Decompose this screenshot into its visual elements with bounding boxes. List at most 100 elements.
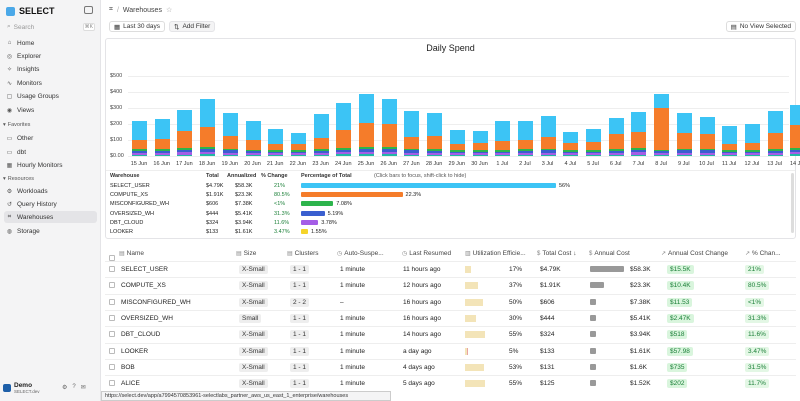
bar-segment[interactable] [336, 130, 352, 149]
bar-segment[interactable] [359, 154, 374, 156]
bar-segment[interactable] [608, 152, 624, 155]
bar-segment[interactable] [790, 149, 800, 153]
bar-segment[interactable] [654, 149, 670, 152]
user-menu[interactable]: Demo SELECT.dev [3, 381, 40, 395]
bar-segment[interactable] [699, 134, 715, 149]
row-checkbox[interactable] [109, 331, 115, 338]
bar-segment[interactable] [222, 148, 238, 151]
bar-segment[interactable] [245, 149, 261, 152]
bar-segment[interactable] [517, 154, 533, 156]
bar-segment[interactable] [790, 154, 800, 156]
bar-stack[interactable] [495, 120, 511, 156]
bar-segment[interactable] [381, 149, 397, 153]
bar-segment[interactable] [290, 143, 306, 151]
bar-segment[interactable] [608, 133, 624, 149]
bar-segment[interactable] [495, 120, 511, 142]
bar-segment[interactable] [654, 153, 670, 156]
date-filter-button[interactable]: ▦ Last 30 days [109, 21, 166, 32]
bar-segment[interactable] [154, 154, 170, 156]
bar-segment[interactable] [359, 152, 374, 155]
table-row[interactable]: BOB X-Small 1 - 1 1 minute 4 days ago 53% $131… [105, 358, 796, 374]
bar-segment[interactable] [767, 132, 783, 149]
col-name[interactable]: ▤ Name [119, 246, 144, 261]
bar-segment[interactable] [427, 148, 443, 151]
bar-segment[interactable] [722, 150, 738, 152]
bar-segment[interactable] [631, 149, 647, 153]
pct-bar[interactable] [301, 219, 319, 225]
bar-segment[interactable] [631, 111, 647, 133]
bar-segment[interactable] [517, 139, 533, 149]
bar-segment[interactable] [722, 143, 738, 151]
bar-segment[interactable] [336, 149, 352, 153]
bar-segment[interactable] [495, 155, 511, 156]
bar-stack[interactable] [472, 130, 488, 156]
bar-stack[interactable] [586, 128, 601, 156]
bar-segment[interactable] [200, 147, 216, 149]
bar-segment[interactable] [744, 150, 760, 152]
bar-segment[interactable] [654, 155, 670, 156]
bar-segment[interactable] [132, 140, 147, 150]
bar-segment[interactable] [631, 132, 647, 149]
bar-stack[interactable] [427, 113, 443, 156]
bar-segment[interactable] [767, 152, 783, 155]
bar-segment[interactable] [608, 148, 624, 151]
bar-segment[interactable] [222, 135, 238, 149]
bar-segment[interactable] [359, 123, 374, 148]
bar-segment[interactable] [268, 143, 284, 151]
settings-icon[interactable]: ⚙ [62, 385, 68, 391]
bar-segment[interactable] [608, 150, 624, 153]
warehouse-name[interactable]: LOOKER [110, 229, 133, 235]
bar-segment[interactable] [200, 151, 216, 155]
bar-stack[interactable] [767, 110, 783, 156]
bar-segment[interactable] [449, 130, 465, 144]
bar-segment[interactable] [517, 120, 533, 140]
pct-bar[interactable] [301, 183, 556, 188]
bar-stack[interactable] [381, 98, 397, 156]
bar-stack[interactable] [563, 132, 579, 156]
bar-segment[interactable] [767, 148, 783, 151]
app-logo[interactable]: SELECT [6, 5, 55, 17]
table-row[interactable]: DBT_CLOUD X-Small 1 - 1 1 minute 14 hours ag… [105, 326, 796, 341]
bar-segment[interactable] [676, 148, 692, 151]
col-total-cost[interactable]: $ Total Cost ↓ [537, 246, 577, 261]
bar-segment[interactable] [427, 154, 443, 156]
bar-segment[interactable] [563, 132, 579, 143]
star-icon[interactable]: ☆ [165, 7, 173, 14]
bar-segment[interactable] [495, 150, 511, 152]
table-row[interactable]: COMPUTE_XS X-Small 1 - 1 1 minute 12 hours a… [105, 277, 796, 292]
bar-segment[interactable] [245, 153, 261, 155]
bar-segment[interactable] [790, 125, 800, 148]
bar-stack[interactable] [790, 104, 800, 156]
scrollbar[interactable] [791, 173, 794, 233]
bar-stack[interactable] [676, 113, 692, 156]
bar-stack[interactable] [154, 119, 170, 156]
bar-segment[interactable] [177, 110, 193, 131]
col-clusters[interactable]: ▤ Clusters [287, 246, 319, 261]
warehouse-summary-row[interactable]: COMPUTE_XS $1.91K $23.3K 80.5% 22.3% [106, 191, 795, 200]
bar-segment[interactable] [177, 152, 193, 155]
bar-segment[interactable] [336, 152, 352, 155]
bar-segment[interactable] [268, 155, 284, 156]
search-input[interactable]: ⌕ Search ⌘K [4, 21, 97, 33]
bar-segment[interactable] [540, 136, 556, 149]
row-checkbox[interactable] [109, 363, 115, 370]
bar-stack[interactable] [449, 130, 465, 156]
bar-segment[interactable] [404, 152, 420, 155]
bar-segment[interactable] [154, 148, 170, 151]
bar-segment[interactable] [472, 151, 488, 154]
table-row[interactable]: SELECT_USER X-Small 1 - 1 1 minute 11 hours … [105, 261, 796, 276]
bar-segment[interactable] [586, 151, 601, 154]
bar-segment[interactable] [336, 154, 352, 156]
bar-segment[interactable] [381, 147, 397, 150]
table-row[interactable]: OVERSIZED_WH Small 1 - 1 1 minute 16 hours a… [105, 309, 796, 325]
bar-segment[interactable] [517, 150, 533, 153]
bar-stack[interactable] [699, 117, 715, 156]
bar-stack[interactable] [404, 111, 420, 156]
bar-segment[interactable] [427, 136, 443, 149]
view-selector[interactable]: ▤ No View Selected [725, 21, 796, 32]
warehouse-summary-row[interactable]: OVERSIZED_WH $444 $5.41K 31.3% 5.19% [106, 210, 795, 219]
bar-segment[interactable] [722, 151, 738, 154]
bar-segment[interactable] [722, 153, 738, 156]
bar-segment[interactable] [586, 153, 601, 156]
bar-segment[interactable] [449, 151, 465, 154]
